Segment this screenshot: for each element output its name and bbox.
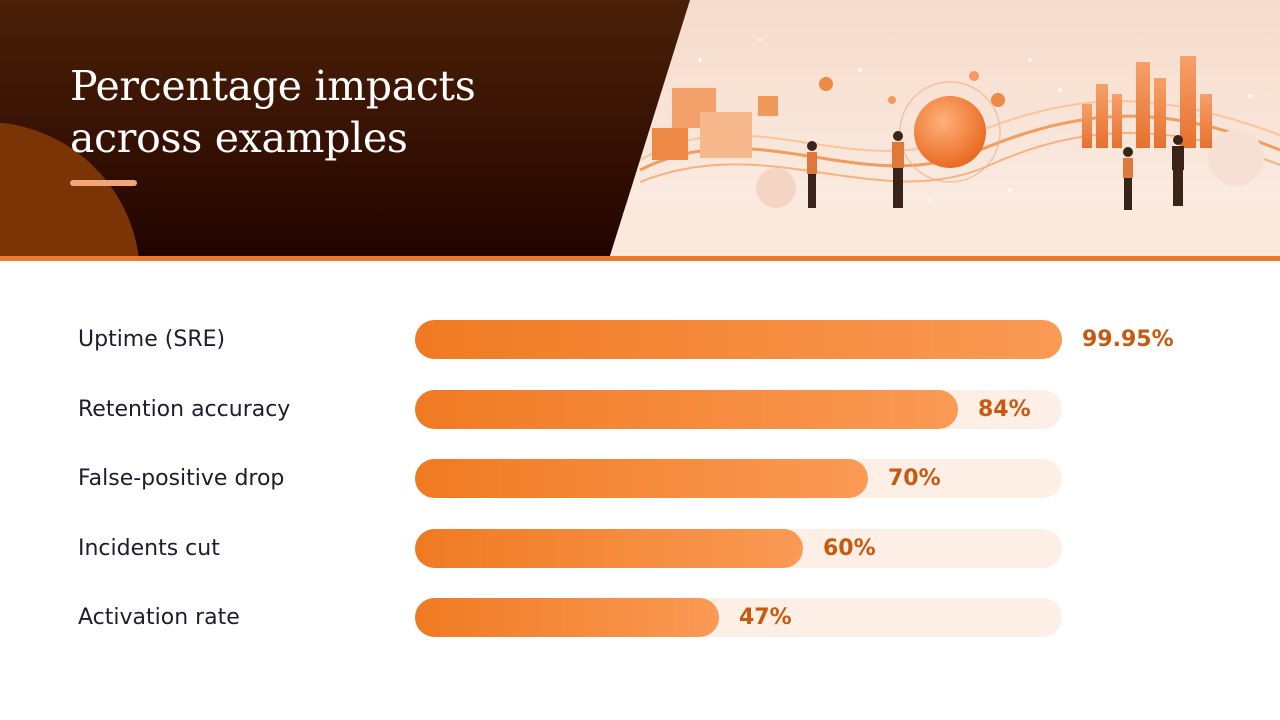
- data-city-illustration: [610, 0, 1280, 256]
- bar-value-label: 84%: [978, 396, 1031, 422]
- bar: [415, 320, 1062, 359]
- bar-row: Retention accuracy 84%: [0, 389, 1280, 430]
- bar-category-label: Activation rate: [78, 605, 240, 630]
- bar-value-label: 47%: [739, 605, 792, 630]
- bar-track: [415, 598, 1062, 637]
- bar-category-label: Incidents cut: [78, 535, 220, 561]
- horizontal-bar-chart: Uptime (SRE) 99.95% Retention accuracy 84% F…: [0, 300, 1280, 660]
- bar-value-label: 70%: [888, 466, 941, 491]
- header-banner: Percentage impacts across examples: [0, 0, 1280, 256]
- bar-value-label: 60%: [823, 535, 876, 561]
- header-dark-panel: [0, 0, 690, 256]
- title-underline: [70, 180, 137, 186]
- bar-row: False-positive drop 70%: [0, 459, 1280, 499]
- bar-category-label: Retention accuracy: [78, 396, 291, 422]
- bar-track: [415, 459, 1062, 498]
- bar-track: [415, 389, 1062, 429]
- bar-category-label: Uptime (SRE): [78, 327, 226, 352]
- bar-row: Activation rate 47%: [0, 598, 1280, 638]
- bar-row: Uptime (SRE) 99.95%: [0, 320, 1280, 360]
- bar: [415, 598, 719, 637]
- bar-value-label: 99.95%: [1082, 327, 1174, 352]
- header-accent-rule: [0, 256, 1280, 261]
- bar: [415, 389, 958, 429]
- page-title: Percentage impacts across examples: [70, 62, 476, 162]
- bar: [415, 528, 803, 568]
- header-illustration: [610, 0, 1280, 256]
- bar-track: [415, 320, 1062, 359]
- bar-track: [415, 528, 1062, 568]
- bar: [415, 459, 868, 498]
- bar-row: Incidents cut 60%: [0, 528, 1280, 569]
- bar-category-label: False-positive drop: [78, 466, 285, 491]
